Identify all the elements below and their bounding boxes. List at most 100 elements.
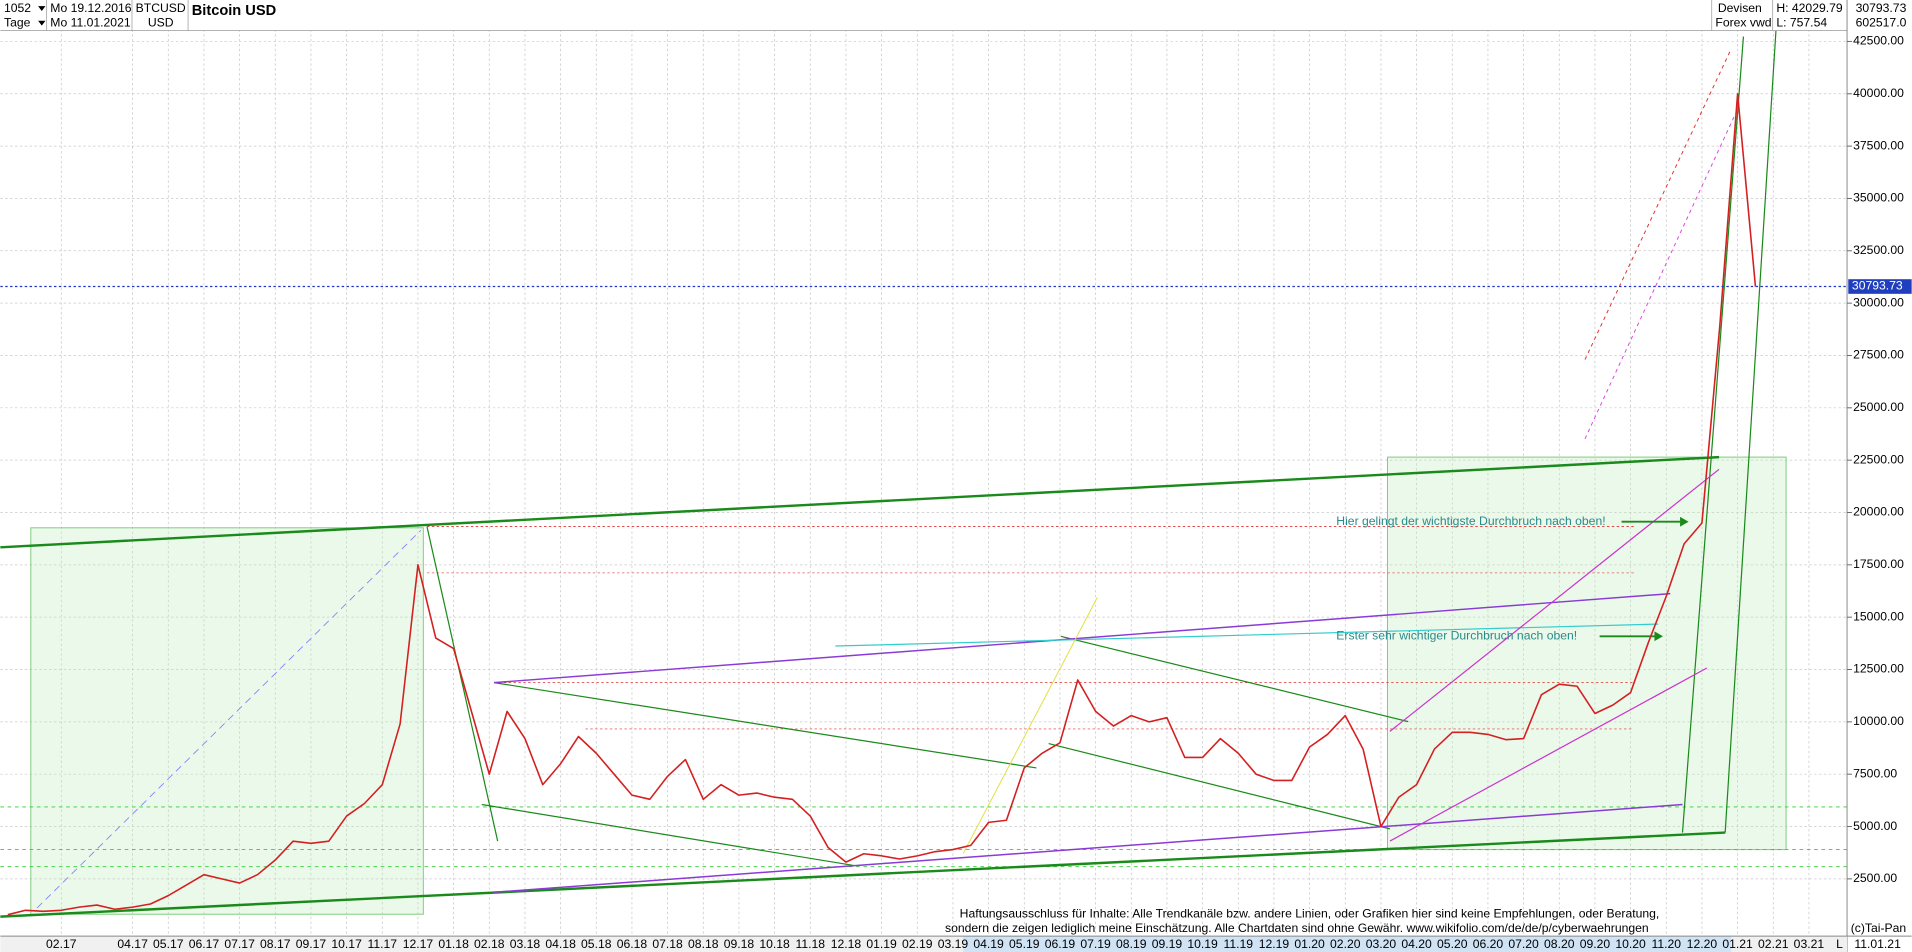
market: Devisen	[1718, 1, 1762, 15]
trend-line	[481, 803, 854, 867]
x-tick-label: 02.18	[474, 937, 505, 951]
trend-line	[493, 592, 1671, 684]
annotation: Hier gelingt der wichtigste Durchbruch n…	[1336, 514, 1605, 528]
trend-line	[1389, 667, 1708, 842]
x-tick-label: 06.19	[1045, 937, 1076, 951]
x-tick-label: 03.18	[510, 937, 541, 951]
drawings	[0, 24, 1848, 918]
y-tick-label: 27500.00	[1853, 348, 1904, 362]
last-price: 30793.73	[1856, 1, 1907, 15]
x-tick-label: 01.20	[1294, 937, 1325, 951]
axes: 2500.00 5000.00 7500.00 10000.00 12500.00 150…	[46, 34, 1912, 951]
y-tick-label: 15000.00	[1853, 609, 1904, 623]
x-tick-label: 12.17	[403, 937, 434, 951]
x-tick-label: 03.20	[1366, 937, 1397, 951]
x-tick-label: 02.20	[1330, 937, 1361, 951]
y-tick-label: 22500.00	[1853, 452, 1904, 466]
date-from: Mo 19.12.2016	[50, 1, 131, 15]
x-tick-label: 09.18	[724, 937, 755, 951]
box	[1387, 456, 1787, 851]
x-tick-label: 05.17	[153, 937, 184, 951]
disclaimer: sondern die zeigen lediglich meine Einsc…	[945, 921, 1649, 935]
copyright: (c)Tai-Pan	[1851, 921, 1906, 935]
y-tick-label: 5000.00	[1853, 819, 1897, 833]
x-tick-label: 01.19	[866, 937, 897, 951]
symbol: BTCUSD	[136, 1, 186, 15]
last-date: 11.01.21	[1854, 937, 1901, 951]
y-tick-label: 7500.00	[1853, 766, 1897, 780]
x-tick-label: 04.19	[973, 937, 1004, 951]
x-tick-label: 11.20	[1651, 937, 1681, 951]
y-tick-label: 37500.00	[1853, 138, 1904, 152]
header	[0, 0, 1912, 31]
x-tick-label: 06.20	[1473, 937, 1504, 951]
y-tick-label: 42500.00	[1853, 34, 1904, 48]
trend-line	[1048, 742, 1391, 830]
x-tick-label: 08.20	[1544, 937, 1575, 951]
chart-title: Bitcoin USD	[192, 3, 276, 19]
unit[interactable]: Tage	[4, 15, 31, 29]
y-tick-label: 2500.00	[1853, 871, 1897, 885]
period[interactable]: 1052	[4, 1, 31, 15]
trend-line	[1584, 109, 1738, 440]
x-tick-label: 07.20	[1508, 937, 1539, 951]
y-tick-label: 40000.00	[1853, 86, 1904, 100]
trend-line	[1724, 24, 1777, 833]
x-tick-label: 03.21	[1794, 937, 1825, 951]
x-tick-label: 04.20	[1401, 937, 1432, 951]
x-tick-label: 03.19	[938, 937, 969, 951]
x-tick-label: 08.18	[688, 937, 719, 951]
x-tick-label: 07.17	[224, 937, 255, 951]
annotation: Erster sehr wichtiger Durchbruch nach ob…	[1336, 629, 1577, 643]
x-tick-label: 10.19	[1187, 937, 1218, 951]
trend-line	[1060, 635, 1409, 723]
trend-line	[426, 526, 499, 842]
trend-line	[1681, 36, 1745, 833]
x-tick-label: 06.18	[617, 937, 648, 951]
dropdown-arrow[interactable]	[38, 6, 46, 11]
grid	[0, 29, 1848, 937]
x-tick-label: 05.20	[1437, 937, 1468, 951]
dropdown-arrow[interactable]	[38, 20, 46, 26]
y-tick-label: 32500.00	[1853, 243, 1904, 257]
x-tick-label: 09.20	[1580, 937, 1611, 951]
x-tick-label: 05.18	[581, 937, 612, 951]
y-tick-label: 25000.00	[1853, 400, 1904, 414]
channel-line	[0, 831, 1726, 918]
x-tick-label: 02.19	[902, 937, 933, 951]
trend-line	[962, 597, 1098, 854]
x-tick-label: 04.17	[117, 937, 148, 951]
arrow-head	[1680, 516, 1689, 527]
x-tick-label: 12.20	[1687, 937, 1718, 951]
x-tick-label: 06.17	[189, 937, 220, 951]
source: Forex vwd	[1715, 15, 1771, 29]
x-tick-label: 02.17	[46, 937, 77, 951]
scale-mode[interactable]: L	[1836, 937, 1843, 951]
last-price-label: 30793.73	[1852, 279, 1903, 293]
x-tick-label: 10.17	[331, 937, 362, 951]
x-tick-label: 01.21	[1722, 937, 1753, 951]
trend-line	[1584, 48, 1732, 360]
y-tick-label: 20000.00	[1853, 505, 1904, 519]
x-tick-label: 08.17	[260, 937, 291, 951]
y-tick-label: 10000.00	[1853, 714, 1904, 728]
x-tick-label: 11.19	[1223, 937, 1253, 951]
y-tick-label: 17500.00	[1853, 557, 1904, 571]
y-tick-label: 30000.00	[1853, 295, 1904, 309]
series	[0, 92, 1848, 916]
volume: 602517.0	[1856, 15, 1907, 29]
x-tick-label: 12.19	[1259, 937, 1290, 951]
disclaimer: Haftungsausschluss für Inhalte: Alle Tre…	[960, 906, 1660, 920]
x-tick-label: 11.18	[795, 937, 825, 951]
trend-line	[36, 529, 422, 909]
y-tick-label: 12500.00	[1853, 662, 1904, 676]
arrow-head	[1654, 631, 1663, 642]
low: L: 757.54	[1776, 15, 1827, 29]
x-tick-label: 02.21	[1758, 937, 1789, 951]
x-tick-label: 10.18	[759, 937, 790, 951]
trend-line	[1389, 468, 1720, 732]
x-tick-label: 11.17	[367, 937, 397, 951]
y-tick-label: 35000.00	[1853, 191, 1904, 205]
